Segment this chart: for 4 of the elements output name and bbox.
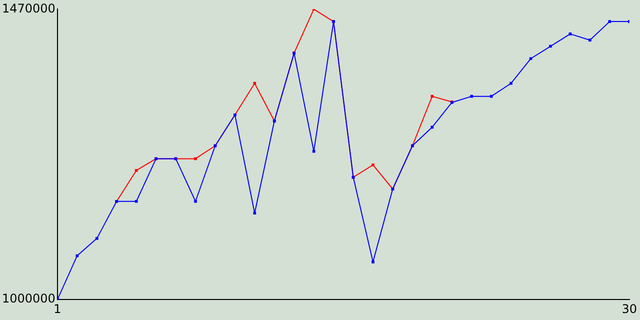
y-tick-label: 1470000 (2, 1, 56, 16)
x-tick-label: 30 (622, 302, 638, 316)
y-tick-label: 1000000 (2, 292, 56, 306)
x-tick-label: 1 (54, 302, 62, 316)
